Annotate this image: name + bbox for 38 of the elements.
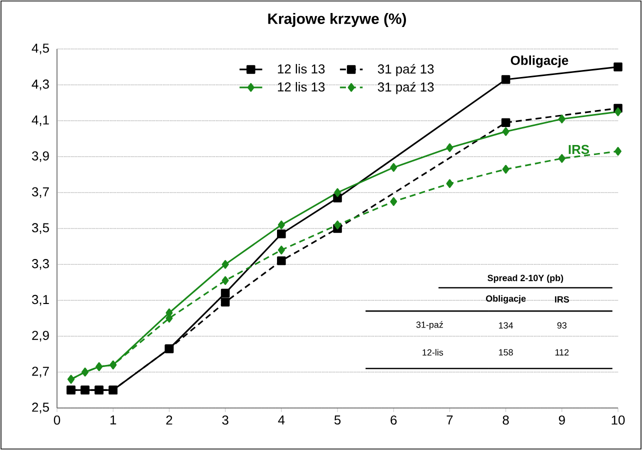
x-tick-label: 8	[502, 415, 509, 425]
legend-label: 12 lis 13	[278, 82, 325, 92]
annotation: 134	[499, 322, 514, 329]
x-tick-label: 10	[612, 415, 625, 425]
annotation: Obligacje	[486, 295, 526, 304]
annotation: IRS	[555, 296, 570, 303]
x-tick-label: 6	[390, 415, 397, 425]
x-tick-label: 9	[558, 415, 565, 425]
y-tick-label: 3,9	[32, 151, 49, 162]
legend-label: 12 lis 13	[278, 64, 325, 74]
annotation: 112	[555, 349, 569, 356]
chart-title: Krajowe krzywe (%)	[268, 13, 406, 27]
y-tick-label: 2,7	[32, 366, 49, 378]
y-tick-label: 4,1	[32, 116, 49, 126]
legend-label: 31 paź 13	[378, 82, 434, 94]
y-tick-label: 3,5	[32, 223, 49, 234]
annotation: IRS	[568, 144, 590, 154]
annotation: 31-paź	[416, 321, 443, 330]
y-tick-label: 2,5	[32, 402, 49, 414]
x-tick-label: 3	[222, 415, 228, 425]
y-tick-label: 3,3	[32, 259, 49, 270]
legend-label: 31 paź 13	[378, 64, 434, 76]
annotation: Obligacje	[510, 55, 568, 68]
annotation: 158	[499, 349, 513, 356]
annotation: Spread 2-10Y (pb)	[488, 274, 564, 283]
x-tick-label: 2	[166, 415, 172, 425]
y-tick-label: 3,1	[32, 294, 49, 306]
x-tick-label: 1	[110, 415, 116, 424]
x-tick-label: 0	[54, 415, 60, 425]
y-tick-label: 2,9	[32, 330, 49, 342]
y-tick-label: 4,5	[32, 44, 49, 54]
y-tick-label: 4,3	[32, 80, 49, 90]
x-tick-label: 4	[278, 415, 285, 424]
x-tick-label: 7	[446, 415, 453, 424]
annotation: 12-lis	[422, 349, 444, 356]
y-tick-label: 3,7	[32, 187, 49, 198]
annotation: 93	[557, 322, 566, 329]
x-tick-label: 5	[334, 415, 341, 425]
